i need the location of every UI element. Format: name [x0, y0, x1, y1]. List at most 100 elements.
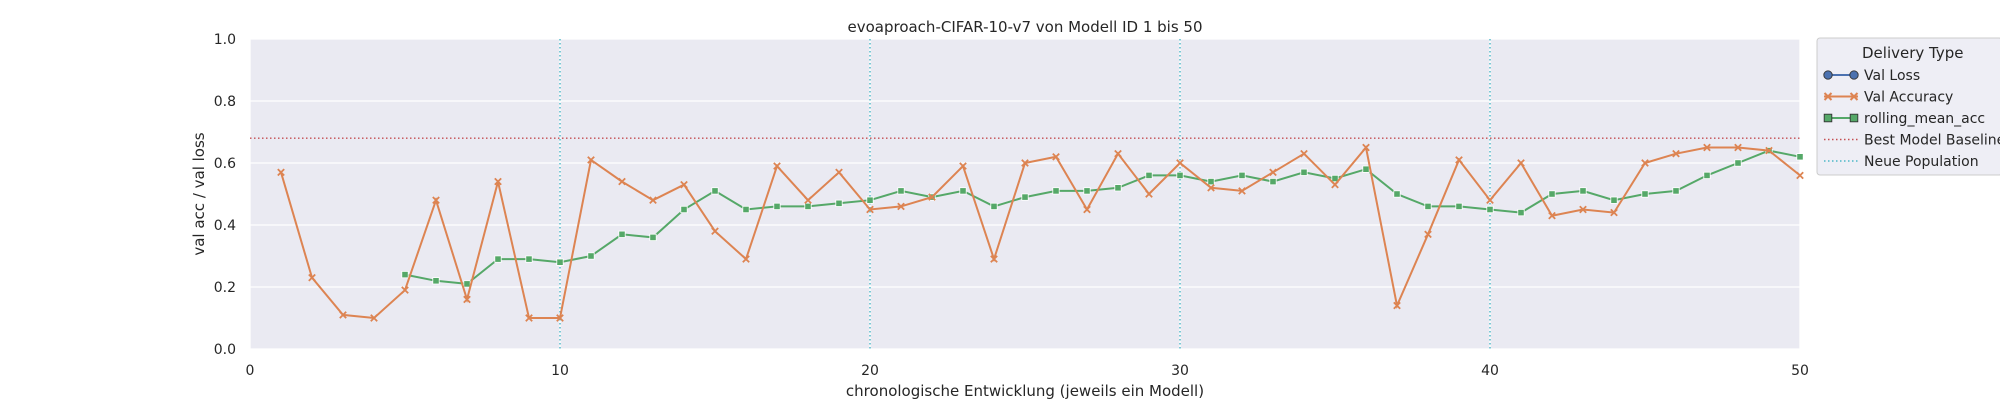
data-point — [1393, 190, 1401, 198]
y-tick-label: 0.2 — [214, 280, 236, 296]
legend-item: rolling_mean_acc — [1823, 111, 1985, 127]
legend-marker — [1823, 92, 1833, 101]
data-point — [1610, 196, 1618, 204]
data-point — [1703, 171, 1711, 179]
data-point — [897, 187, 905, 195]
x-tick-label: 30 — [1171, 363, 1189, 379]
data-point — [1021, 193, 1029, 201]
legend-marker — [1849, 113, 1859, 123]
legend-items: Val Loss Val Accuracy rolling_mean_acc Best… — [1823, 68, 2000, 170]
data-point — [339, 311, 347, 319]
legend: Delivery Type Val Loss Val Accuracy rollin… — [1816, 37, 2000, 176]
data-point — [866, 205, 874, 214]
series-val-accuracy — [277, 143, 1804, 322]
y-tick-label: 0.6 — [214, 156, 236, 172]
x-tick-label: 10 — [551, 363, 569, 379]
data-point — [587, 156, 595, 164]
data-point — [649, 196, 657, 205]
data-point — [1114, 149, 1122, 158]
data-point — [1207, 183, 1215, 192]
data-point — [1331, 174, 1339, 183]
data-point — [1734, 143, 1742, 152]
series-rolling-mean-acc — [401, 146, 1804, 288]
data-point — [1641, 190, 1649, 198]
data-point — [1455, 202, 1463, 210]
data-point — [1238, 187, 1246, 195]
data-point — [463, 280, 471, 288]
data-point — [618, 177, 626, 186]
data-point — [1052, 187, 1060, 195]
data-point — [1393, 301, 1401, 310]
x-axis-label: chronologische Entwicklung (jeweils ein … — [846, 382, 1204, 400]
data-point — [959, 162, 967, 170]
data-point — [1207, 177, 1215, 186]
data-point — [1548, 190, 1556, 198]
x-tick-label: 0 — [246, 363, 255, 379]
data-point — [711, 227, 719, 236]
x-axis: 0 10 20 30 40 50 — [246, 363, 1809, 379]
legend-box — [1816, 37, 2000, 176]
y-tick-label: 0.4 — [214, 218, 236, 234]
data-point — [308, 273, 316, 282]
data-point — [742, 255, 750, 263]
legend-marker — [1823, 70, 1833, 80]
series-layer — [277, 143, 1804, 322]
data-point — [680, 205, 688, 214]
series-line — [280, 145, 1801, 320]
data-point — [1672, 187, 1680, 195]
data-point — [1021, 159, 1029, 167]
legend-label: Val Loss — [1864, 68, 1920, 84]
data-point — [1269, 168, 1277, 177]
y-axis-label: val acc / val loss — [190, 132, 208, 255]
data-point — [1176, 159, 1184, 167]
data-point — [835, 199, 843, 207]
data-point — [1362, 165, 1370, 173]
legend-item: Neue Population — [1824, 154, 1979, 170]
data-point — [1579, 187, 1587, 195]
y-axis: 0.0 0.2 0.4 0.6 0.8 1.0 — [214, 32, 236, 358]
legend-label: Val Accuracy — [1864, 90, 1953, 106]
chart-title: evoaproach-CIFAR-10-v7 von Modell ID 1 b… — [847, 18, 1202, 36]
data-point — [1176, 171, 1184, 179]
data-point — [463, 295, 471, 304]
data-point — [897, 202, 905, 211]
data-point — [1486, 205, 1494, 214]
data-point — [835, 168, 843, 177]
data-point — [1610, 208, 1618, 217]
x-tick-label: 40 — [1481, 363, 1499, 379]
data-point — [1362, 143, 1370, 152]
data-point — [1331, 180, 1339, 189]
data-point — [1548, 211, 1556, 220]
data-point — [742, 205, 750, 214]
data-point — [990, 202, 998, 210]
data-point — [773, 202, 781, 210]
data-point — [1486, 196, 1494, 205]
data-point — [1703, 143, 1711, 152]
data-point — [432, 277, 440, 285]
data-point — [1672, 149, 1680, 158]
y-tick-label: 0.8 — [214, 94, 236, 110]
data-point — [1145, 171, 1153, 179]
legend-title: Delivery Type — [1862, 44, 1963, 62]
data-point — [928, 193, 936, 201]
data-point — [370, 314, 378, 322]
data-point — [587, 252, 595, 260]
data-point — [1796, 153, 1804, 161]
data-point — [618, 230, 626, 238]
data-point — [525, 314, 533, 322]
data-point — [1424, 230, 1432, 239]
data-point — [277, 168, 285, 177]
data-point — [556, 314, 564, 322]
data-point — [1052, 152, 1060, 161]
data-point — [494, 177, 502, 186]
data-point — [1300, 168, 1308, 176]
data-point — [990, 255, 998, 263]
data-point — [556, 258, 564, 266]
data-point — [1517, 208, 1525, 217]
legend-marker — [1823, 113, 1833, 123]
data-point — [1300, 149, 1308, 158]
data-point — [1517, 159, 1525, 167]
data-point — [401, 270, 409, 279]
data-point — [1455, 156, 1463, 164]
